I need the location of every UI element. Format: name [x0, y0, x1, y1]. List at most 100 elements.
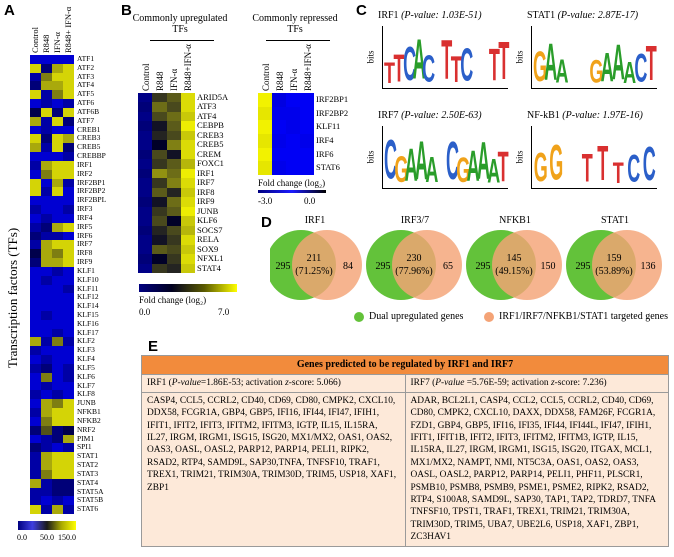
- panel-label-e: E: [148, 338, 159, 355]
- panel-b-up-heatmap-cell: [152, 93, 167, 103]
- motif-letter: G: [533, 144, 548, 191]
- panel-a-heatmap-cell: [63, 434, 75, 444]
- panel-a-row-label: IRF2BP1: [77, 177, 106, 187]
- panel-a-heatmap-cell: [30, 372, 42, 382]
- panel-a-row-label: STAT3: [77, 468, 99, 478]
- venn-right-count: 136: [640, 261, 656, 272]
- panel-b-up-title: Commonly upregulated TFs: [132, 13, 228, 35]
- panel-a-heatmap-cell: [63, 425, 75, 435]
- panel-b-rep-heatmap-cell: [258, 147, 273, 162]
- panel-b-up-heatmap-cell: [152, 121, 167, 132]
- panel-a-heatmap-cell: [52, 125, 64, 135]
- panel-a-heatmap-cell: [52, 337, 64, 347]
- motif-letter: T: [581, 145, 593, 191]
- panel-b-up-heatmap-cell: [138, 244, 153, 255]
- motif-letter: C: [422, 47, 436, 91]
- panel-a-heatmap-cell: [63, 416, 75, 427]
- panel-a-heatmap-cell: [30, 346, 42, 356]
- panel-b-up-heatmap-cell: [180, 216, 196, 227]
- panel-a-heatmap-cell: [41, 302, 53, 312]
- panel-a-heatmap-cell: [63, 496, 75, 506]
- panel-a-row-label: IRF3: [77, 204, 93, 214]
- panel-b-up-heatmap-cell: [166, 121, 182, 132]
- panel-a-row-label: ATF4: [77, 80, 95, 90]
- panel-a-heatmap-cell: [52, 443, 64, 453]
- panel-b-rep-title: Commonly repressed TFs: [252, 13, 338, 35]
- panel-b-up-heatmap-cell: [180, 254, 196, 264]
- panel-e-table: Genes predicted to be regulated by IRF1 …: [141, 354, 669, 547]
- panel-b-up-heatmap-cell: [152, 149, 167, 160]
- panel-a-heatmap-cell: [52, 302, 64, 312]
- panel-a-heatmap-cell: [30, 319, 42, 330]
- panel-a-heatmap-cell: [30, 72, 42, 82]
- panel-a-heatmap-cell: [30, 258, 42, 268]
- panel-a-row-label: CREB3: [77, 133, 101, 143]
- panel-b-up-heatmap-cell: [152, 216, 167, 227]
- motif-letter: G: [589, 54, 604, 90]
- panel-b-up-column-label: Control: [141, 63, 151, 91]
- panel-a-row-label: IRF4: [77, 212, 93, 222]
- panel-a-heatmap-cell: [52, 205, 64, 215]
- panel-a-y-axis-title: Transcription factors (TFs): [5, 227, 20, 369]
- venn-title: IRF1: [304, 215, 326, 226]
- panel-b-up-heatmap-cell: [138, 140, 153, 151]
- panel-a-heatmap-cell: [52, 363, 64, 374]
- panel-a-row-label: IRF2BP2: [77, 186, 106, 196]
- motif-letter: A: [476, 132, 490, 191]
- panel-a-heatmap-cell: [52, 196, 64, 206]
- motif-letter: A: [425, 150, 439, 190]
- panel-b-up-column-label: R848+IFN-α: [183, 44, 193, 91]
- panel-a-heatmap-cell: [41, 213, 53, 224]
- panel-a-heatmap-cell: [41, 372, 53, 382]
- panel-a-heatmap-cell: [63, 390, 75, 400]
- motif-letter: C: [403, 37, 417, 91]
- panel-a-row-label: CREB5: [77, 142, 101, 152]
- panel-a-row-label: STAT1: [77, 451, 99, 461]
- panel-a-heatmap-cell: [63, 143, 75, 153]
- panel-a-heatmap-cell: [30, 187, 42, 197]
- panel-b-up-scale-min: 0.0: [139, 307, 151, 317]
- panel-a-heatmap-cell: [63, 222, 75, 232]
- panel-a-heatmap-cell: [52, 249, 64, 259]
- panel-b-rep-row-label: STAT6: [316, 162, 340, 173]
- panel-a-heatmap-cell: [52, 72, 64, 82]
- panel-a-heatmap-cell: [41, 355, 53, 365]
- panel-a-heatmap-cell: [30, 134, 42, 144]
- panel-a-heatmap-cell: [41, 275, 53, 285]
- venn-title: NFKB1: [499, 215, 531, 226]
- venn-left-count: 295: [375, 261, 391, 272]
- panel-a-heatmap-cell: [63, 293, 75, 303]
- panel-a-row-label: KLF8: [77, 389, 95, 399]
- venn-overlap-count: 230 (77.96%): [395, 253, 433, 277]
- panel-a-heatmap-cell: [30, 443, 42, 453]
- panel-b-rep-row-label: IRF2BP2: [316, 107, 349, 118]
- panel-a-heatmap-cell: [63, 461, 75, 471]
- panel-a-heatmap-cell: [41, 425, 53, 435]
- panel-a-heatmap-cell: [41, 187, 53, 197]
- panel-a-heatmap-cell: [41, 258, 53, 268]
- panel-b-up-row-label: IRF8: [197, 186, 215, 197]
- panel-a-row-label: STAT5B: [77, 495, 104, 505]
- legend-green-dot: [354, 312, 364, 322]
- panel-a-heatmap-cell: [52, 187, 64, 197]
- panel-b-up-row-label: JUNB: [197, 205, 219, 216]
- panel-a-heatmap-cell: [52, 346, 64, 356]
- panel-a-row-label: KLF4: [77, 354, 95, 364]
- panel-b-rep-heatmap-cell: [286, 120, 301, 135]
- motif-letter: T: [597, 136, 609, 191]
- panel-b-up-heatmap-cell: [180, 149, 196, 160]
- panel-a-heatmap-cell: [63, 469, 75, 480]
- panel-b-up-row-label: ATF4: [197, 110, 217, 121]
- panel-b-rep-heatmap-cell: [258, 134, 273, 149]
- panel-e-title: Genes predicted to be regulated by IRF1 …: [141, 354, 669, 376]
- panel-a-heatmap-cell: [41, 328, 53, 338]
- panel-a-heatmap-cell: [41, 266, 53, 277]
- motif-letter: A: [414, 129, 428, 192]
- panel-a-heatmap-cell: [41, 249, 53, 259]
- panel-b-rep-heatmap-cell: [286, 106, 301, 121]
- motif-letter: A: [623, 55, 637, 90]
- panel-a-row-label: KLF15: [77, 309, 99, 319]
- panel-a-heatmap-cell: [63, 152, 75, 162]
- panel-a-heatmap-cell: [63, 134, 75, 144]
- panel-a-heatmap-cell: [41, 178, 53, 188]
